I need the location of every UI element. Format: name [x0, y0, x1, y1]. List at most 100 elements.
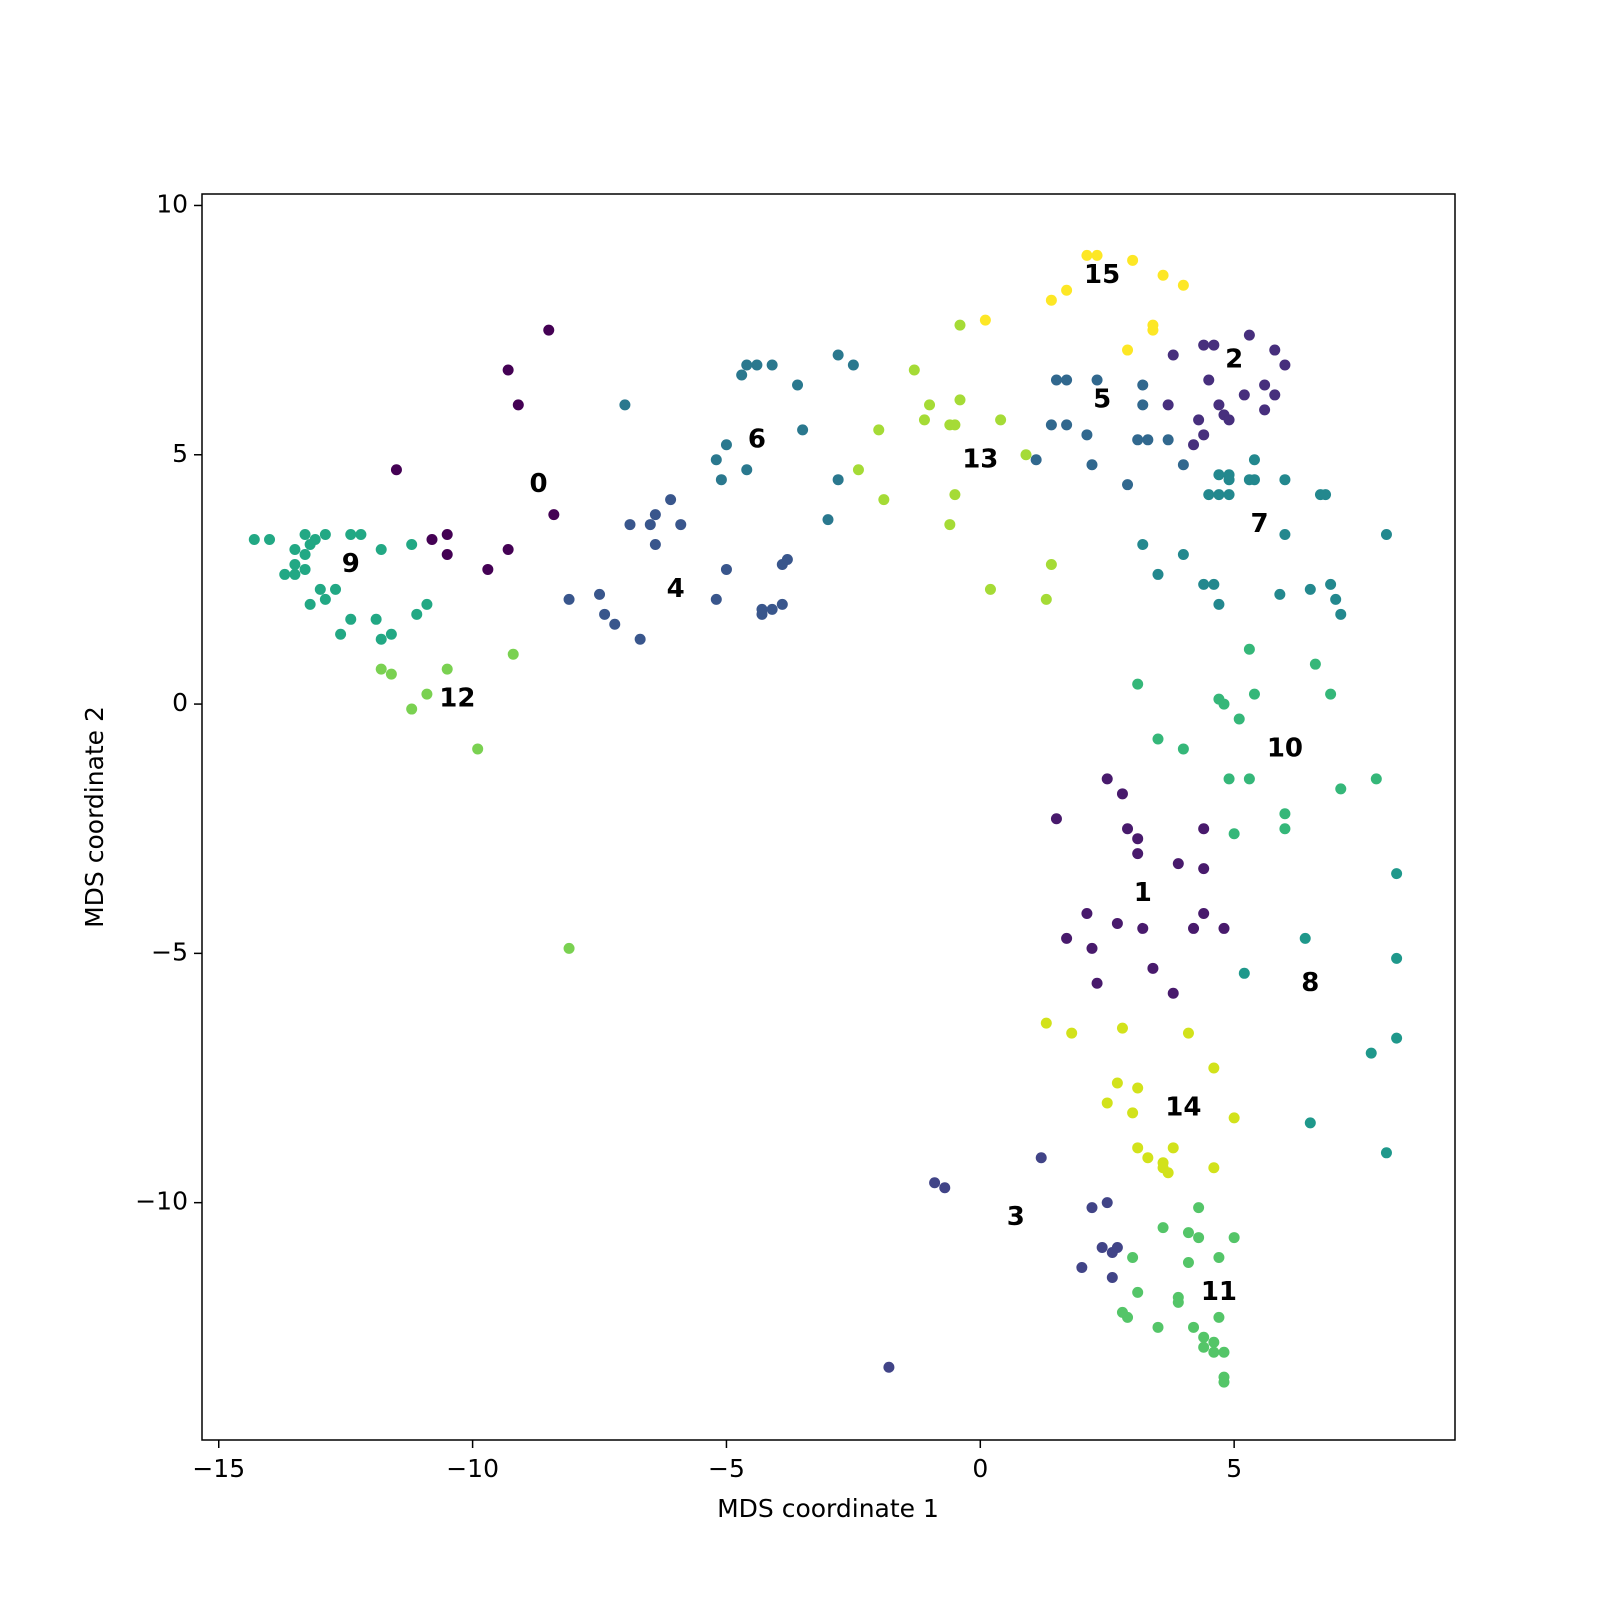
- point: [634, 633, 646, 645]
- point: [563, 593, 575, 605]
- point: [1208, 1336, 1220, 1348]
- point: [710, 593, 722, 605]
- point: [289, 544, 301, 556]
- point: [385, 628, 397, 640]
- point: [421, 688, 433, 700]
- cluster-label: 13: [962, 444, 998, 474]
- point: [421, 598, 433, 610]
- point: [279, 568, 291, 580]
- cluster-label: 12: [439, 684, 475, 714]
- point: [624, 519, 636, 531]
- point: [665, 494, 677, 506]
- point: [995, 414, 1007, 426]
- cluster-label: 11: [1201, 1277, 1237, 1307]
- point: [1365, 1047, 1377, 1059]
- point: [1086, 942, 1098, 954]
- y-tick-label: 10: [156, 189, 188, 218]
- point: [797, 424, 809, 436]
- cluster-label: 10: [1267, 733, 1303, 763]
- point: [649, 509, 661, 521]
- y-tick-label: −5: [151, 937, 188, 966]
- point: [1193, 414, 1205, 426]
- point: [644, 519, 656, 531]
- point: [345, 529, 357, 541]
- point: [1203, 489, 1215, 501]
- point: [411, 608, 423, 620]
- point: [1198, 429, 1210, 441]
- plot-frame: [201, 193, 1456, 1441]
- point: [1299, 932, 1311, 944]
- point: [852, 464, 864, 476]
- point: [1248, 454, 1260, 466]
- point: [335, 628, 347, 640]
- point: [1198, 339, 1210, 351]
- point: [1304, 583, 1316, 595]
- x-tick-label: −5: [708, 1454, 745, 1483]
- point: [1193, 1232, 1205, 1244]
- point: [1122, 344, 1134, 356]
- point: [1167, 1142, 1179, 1154]
- point: [1182, 1227, 1194, 1239]
- cluster-label: 14: [1165, 1092, 1201, 1122]
- cluster-label: 9: [342, 549, 360, 579]
- point: [979, 314, 991, 326]
- point: [1040, 593, 1052, 605]
- cluster-label: 5: [1093, 384, 1111, 414]
- point: [1213, 598, 1225, 610]
- point: [1091, 374, 1103, 386]
- point: [1132, 1286, 1144, 1298]
- point: [609, 618, 621, 630]
- cluster-label: 7: [1250, 509, 1268, 539]
- point: [1137, 922, 1149, 934]
- point: [543, 324, 555, 336]
- point: [1198, 1341, 1210, 1353]
- point: [1330, 593, 1342, 605]
- point: [1259, 379, 1271, 391]
- point: [1188, 922, 1200, 934]
- point: [548, 509, 560, 521]
- point: [1193, 1202, 1205, 1214]
- point: [1122, 823, 1134, 835]
- point: [1274, 588, 1286, 600]
- point: [649, 539, 661, 551]
- point: [1101, 773, 1113, 785]
- cluster-label: 6: [748, 424, 766, 454]
- point: [1309, 658, 1321, 670]
- point: [1040, 1017, 1052, 1029]
- point: [1050, 813, 1062, 825]
- point: [1208, 1162, 1220, 1174]
- point: [1081, 907, 1093, 919]
- point: [1086, 459, 1098, 471]
- cluster-label: 1: [1134, 878, 1152, 908]
- point: [1132, 434, 1144, 446]
- point: [756, 608, 768, 620]
- point: [1045, 558, 1057, 570]
- point: [832, 349, 844, 361]
- point: [1213, 1252, 1225, 1264]
- point: [1269, 344, 1281, 356]
- point: [299, 529, 311, 541]
- cluster-label: 2: [1225, 345, 1243, 375]
- point: [599, 608, 611, 620]
- point: [1066, 1027, 1078, 1039]
- point: [1243, 643, 1255, 655]
- point: [1223, 474, 1235, 486]
- point: [319, 529, 331, 541]
- point: [954, 394, 966, 406]
- point: [502, 544, 514, 556]
- point: [1081, 429, 1093, 441]
- point: [1061, 374, 1073, 386]
- point: [563, 942, 575, 954]
- point: [878, 494, 890, 506]
- point: [1157, 1222, 1169, 1234]
- point: [375, 544, 387, 556]
- point: [385, 668, 397, 680]
- point: [289, 568, 301, 580]
- point: [426, 534, 438, 546]
- point: [1218, 922, 1230, 934]
- point: [330, 583, 342, 595]
- point: [289, 558, 301, 570]
- y-tick-label: 0: [172, 688, 188, 717]
- cluster-label: 8: [1301, 968, 1319, 998]
- point: [1157, 269, 1169, 281]
